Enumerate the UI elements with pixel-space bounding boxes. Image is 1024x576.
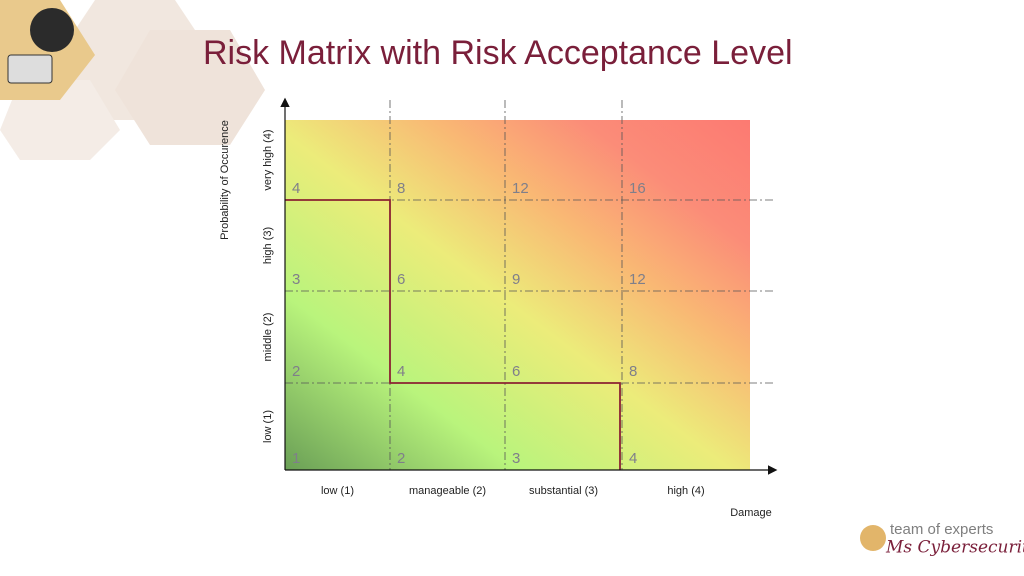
y-axis-title: Probability of Occurence	[219, 120, 231, 240]
score: 3	[292, 271, 300, 288]
score: 1	[292, 450, 300, 467]
title: Risk Matrix with Risk Acceptance Level	[203, 34, 793, 72]
y-label: low (1)	[262, 410, 274, 443]
logo-line1: team of experts	[890, 521, 993, 538]
score: 12	[629, 271, 646, 288]
score: 8	[629, 363, 637, 380]
logo: team of experts Ms Cybersecurity	[860, 521, 1024, 558]
score: 4	[629, 450, 637, 467]
score: 9	[512, 271, 520, 288]
score: 4	[292, 180, 300, 197]
y-label: very high (4)	[262, 129, 274, 190]
x-axis-title: Damage	[730, 507, 772, 519]
score: 12	[512, 180, 529, 197]
logo-line2: Ms Cybersecurity	[885, 538, 1024, 558]
score: 2	[292, 363, 300, 380]
score: 6	[397, 271, 405, 288]
score: 6	[512, 363, 520, 380]
x-label: manageable (2)	[409, 485, 486, 497]
decoration	[0, 0, 265, 160]
heat-area	[285, 120, 750, 470]
score: 4	[397, 363, 405, 380]
score: 2	[397, 450, 405, 467]
score: 8	[397, 180, 405, 197]
acceptance-line	[285, 199, 621, 470]
y-label: middle (2)	[262, 313, 274, 362]
x-label: substantial (3)	[529, 485, 598, 497]
y-label: high (3)	[262, 227, 274, 264]
x-label: low (1)	[321, 485, 354, 497]
score: 16	[629, 180, 646, 197]
x-label: high (4)	[667, 485, 704, 497]
score: 3	[512, 450, 520, 467]
